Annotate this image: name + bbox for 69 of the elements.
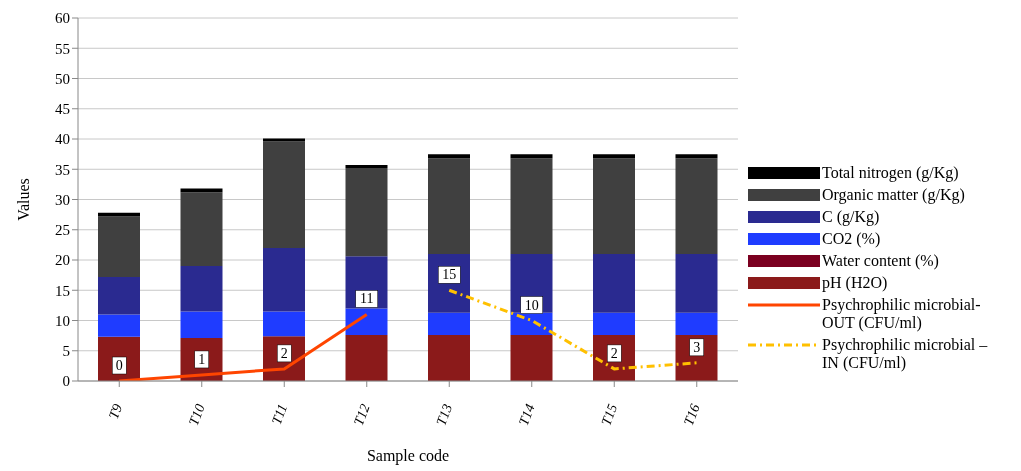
- legend-label: Psychrophilic microbial – IN (CFU/ml): [822, 335, 989, 372]
- x-tick-label: T9: [105, 402, 126, 422]
- data-label: 2: [610, 345, 618, 361]
- bar: [263, 247, 305, 312]
- data-label: 10: [524, 297, 539, 313]
- y-tick-label: 60: [55, 10, 70, 27]
- bar: [428, 312, 470, 336]
- line-series: [447, 288, 699, 371]
- y-tick-label: 5: [62, 343, 70, 360]
- bar: [98, 314, 140, 337]
- legend-label: Psychrophilic microbial-OUT (CFU/ml): [822, 295, 982, 332]
- y-tick-label: 55: [55, 40, 70, 57]
- y-tick-label: 45: [55, 101, 70, 118]
- x-tick-label: T12: [351, 402, 373, 428]
- bar: [180, 266, 223, 312]
- bar: [593, 312, 635, 336]
- bar: [428, 335, 470, 381]
- y-tick-label: 50: [55, 70, 70, 87]
- legend-label: CO2 (%): [822, 229, 881, 248]
- bar: [263, 311, 305, 337]
- legend-label: Organic matter (g/Kg): [822, 185, 965, 204]
- bar: [675, 253, 718, 313]
- data-label: 3: [693, 339, 701, 355]
- bar: [675, 312, 718, 336]
- y-tick-label: 25: [55, 222, 70, 239]
- bar: [180, 311, 223, 339]
- y-tick-label: 0: [62, 373, 70, 390]
- bar: [98, 216, 140, 277]
- bar: [345, 168, 388, 257]
- x-tick-label: T11: [268, 402, 291, 427]
- bar: [263, 141, 305, 248]
- bar: [593, 154, 635, 159]
- x-tick-label: T10: [186, 402, 208, 428]
- data-label: 2: [280, 345, 288, 361]
- y-tick-label: 35: [55, 161, 70, 178]
- line-series: [117, 312, 369, 381]
- x-axis-title: Sample code: [366, 447, 450, 465]
- y-tick-label: 10: [55, 312, 70, 329]
- legend-label: Total nitrogen (g/Kg): [822, 163, 959, 182]
- data-label: 15: [442, 267, 457, 283]
- bar: [510, 335, 553, 381]
- y-tick-label: 40: [55, 131, 70, 148]
- bar: [428, 158, 470, 254]
- x-tick-label: T16: [681, 402, 703, 428]
- data-label: 11: [360, 291, 374, 307]
- bar: [593, 158, 635, 254]
- y-tick-label: 20: [55, 252, 70, 269]
- bar: [593, 253, 635, 313]
- bar: [345, 335, 388, 381]
- bar: [180, 192, 223, 267]
- bar: [675, 158, 718, 254]
- y-tick-label: 15: [55, 282, 70, 299]
- bar: [510, 154, 553, 159]
- x-tick-label: T14: [516, 402, 538, 428]
- data-label: 1: [198, 351, 206, 367]
- y-tick-label: 30: [55, 191, 70, 208]
- bar: [428, 154, 470, 159]
- bar: [263, 138, 305, 142]
- bar: [675, 154, 718, 159]
- bar: [98, 276, 140, 315]
- y-axis-title: Values: [14, 178, 32, 221]
- x-tick-label: T13: [433, 402, 456, 428]
- legend-label: pH (H2O): [822, 273, 888, 292]
- legend-label: C (g/Kg): [822, 207, 880, 226]
- x-tick-label: T15: [598, 402, 621, 428]
- bar: [345, 165, 388, 169]
- data-label: 0: [115, 358, 123, 373]
- bar: [510, 158, 553, 254]
- legend-label: Water content (%): [822, 251, 939, 270]
